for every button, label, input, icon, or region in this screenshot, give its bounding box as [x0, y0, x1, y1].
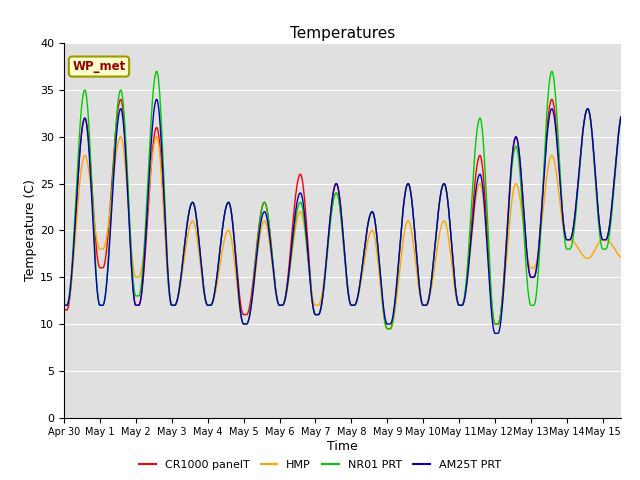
AM25T PRT	[617, 114, 625, 120]
HMP	[221, 234, 229, 240]
HMP	[617, 254, 625, 260]
AM25T PRT	[60, 302, 68, 308]
NR01 PRT	[384, 326, 392, 332]
Line: HMP: HMP	[64, 137, 621, 329]
AM25T PRT	[482, 220, 490, 226]
NR01 PRT	[171, 302, 179, 308]
NR01 PRT	[271, 283, 279, 288]
NR01 PRT	[60, 302, 68, 308]
CR1000 panelT	[60, 307, 68, 313]
CR1000 panelT	[384, 326, 392, 332]
NR01 PRT	[617, 115, 625, 120]
Title: Temperatures: Temperatures	[290, 25, 395, 41]
AM25T PRT	[272, 287, 280, 293]
NR01 PRT	[543, 102, 551, 108]
Text: WP_met: WP_met	[72, 60, 125, 73]
NR01 PRT	[548, 69, 556, 74]
CR1000 panelT	[271, 283, 279, 288]
HMP	[384, 326, 392, 332]
CR1000 panelT	[617, 114, 625, 120]
CR1000 panelT	[482, 204, 490, 210]
CR1000 panelT	[221, 211, 228, 216]
Line: NR01 PRT: NR01 PRT	[64, 72, 621, 329]
NR01 PRT	[221, 211, 228, 216]
Line: CR1000 panelT: CR1000 panelT	[64, 99, 621, 329]
HMP	[544, 166, 552, 172]
HMP	[171, 302, 179, 308]
HMP	[272, 289, 280, 295]
NR01 PRT	[160, 180, 168, 185]
HMP	[161, 220, 168, 226]
CR1000 panelT	[543, 122, 551, 128]
AM25T PRT	[161, 202, 168, 208]
CR1000 panelT	[160, 209, 168, 215]
CR1000 panelT	[548, 96, 556, 102]
AM25T PRT	[171, 302, 179, 308]
HMP	[482, 229, 490, 235]
Line: AM25T PRT: AM25T PRT	[64, 99, 621, 333]
AM25T PRT	[544, 126, 552, 132]
HMP	[60, 302, 68, 308]
CR1000 panelT	[171, 302, 179, 308]
NR01 PRT	[482, 179, 490, 184]
Legend: CR1000 panelT, HMP, NR01 PRT, AM25T PRT: CR1000 panelT, HMP, NR01 PRT, AM25T PRT	[135, 456, 505, 474]
HMP	[117, 134, 125, 140]
AM25T PRT	[153, 96, 161, 102]
X-axis label: Time: Time	[327, 440, 358, 453]
AM25T PRT	[221, 209, 229, 215]
Y-axis label: Temperature (C): Temperature (C)	[24, 180, 37, 281]
AM25T PRT	[492, 330, 499, 336]
